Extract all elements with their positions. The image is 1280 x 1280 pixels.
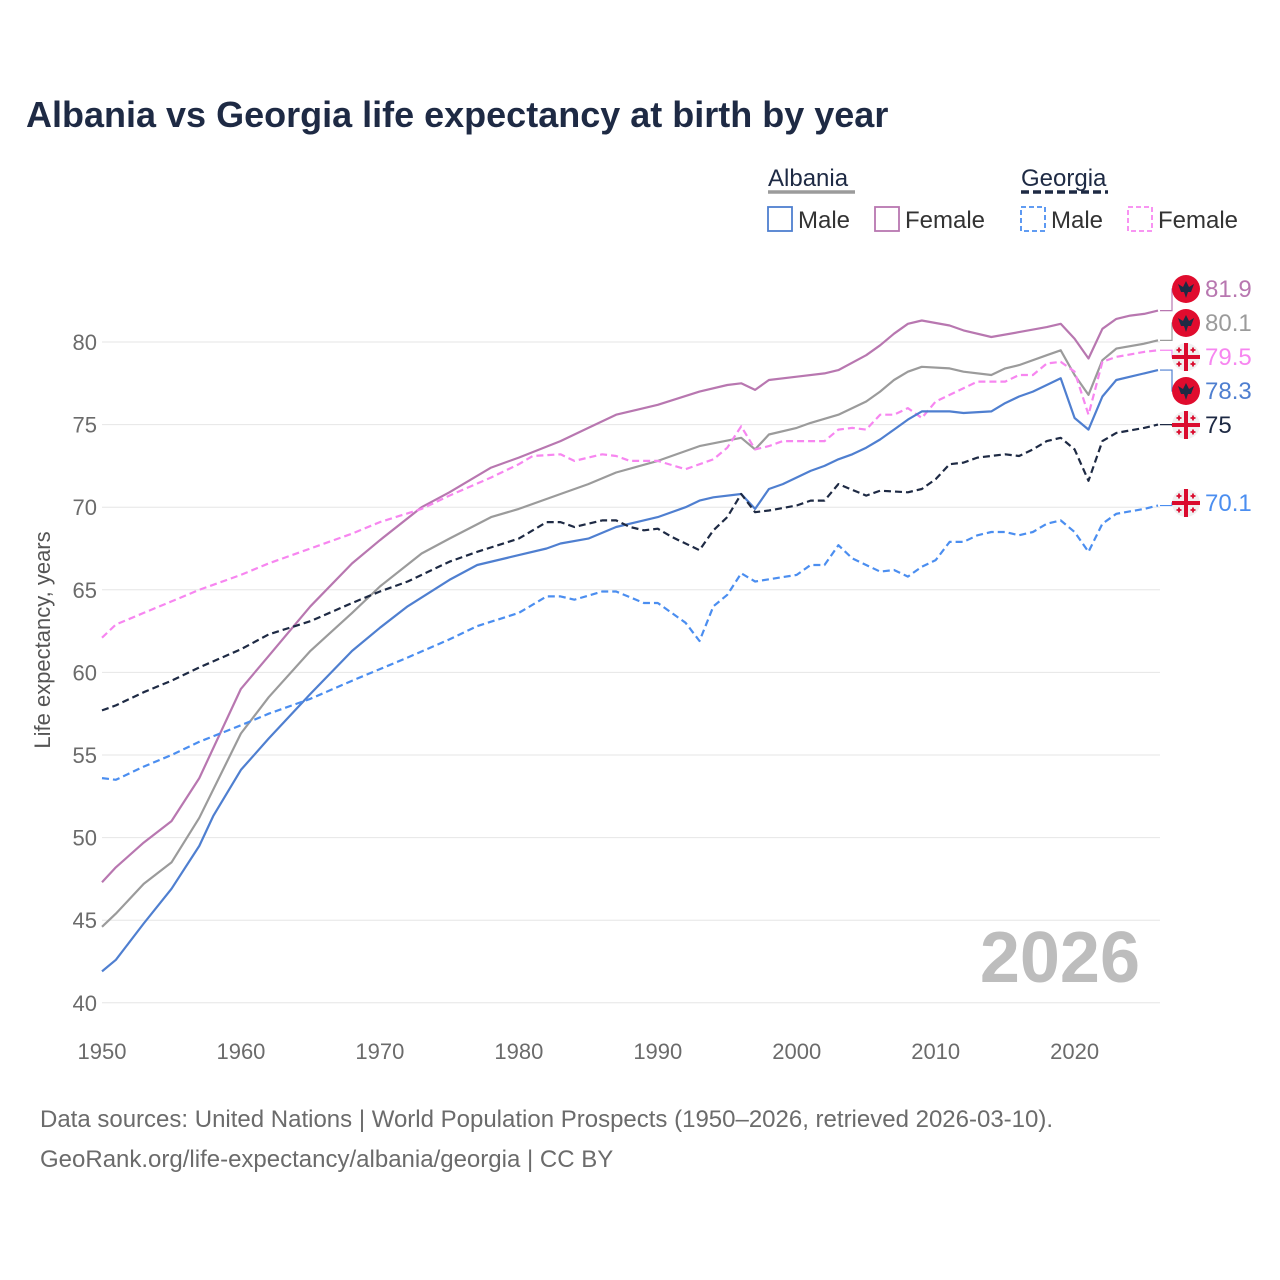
small-cross (1190, 493, 1196, 499)
georgia-flag-icon (1172, 489, 1200, 517)
legend-item-male: Male (1051, 207, 1103, 234)
y-tick-label: 45 (73, 908, 97, 933)
georgia-flag-icon (1172, 343, 1200, 371)
end-value-label: 81.9 (1205, 276, 1252, 303)
cross-horizontal (1172, 355, 1200, 359)
legend-item-male: Male (798, 207, 850, 234)
small-cross (1190, 415, 1196, 421)
eagle-icon (1178, 315, 1194, 332)
series-line-alb_male (101, 369, 1159, 973)
small-cross (1190, 507, 1196, 513)
georgia-flag-icon (1172, 411, 1200, 439)
series-line-geo_female (101, 349, 1159, 639)
end-value-label: 79.5 (1205, 344, 1252, 371)
legend-item-female: Female (1158, 207, 1238, 234)
y-tick-label: 70 (73, 495, 97, 520)
x-tick-label: 2000 (772, 1039, 821, 1064)
legend-group-albania: Albania (768, 165, 849, 192)
cross-horizontal (1172, 423, 1200, 427)
legend-swatch (767, 206, 793, 232)
x-tick-label: 2020 (1050, 1039, 1099, 1064)
y-tick-label: 40 (73, 991, 97, 1016)
small-cross (1176, 361, 1182, 367)
y-tick-label: 65 (73, 578, 97, 603)
series-line-alb_total (101, 339, 1159, 928)
end-value-label: 78.3 (1205, 378, 1252, 405)
legend-swatch (1127, 206, 1153, 232)
x-tick-label: 1980 (494, 1039, 543, 1064)
series-line-geo_male (101, 504, 1159, 781)
chart-title: Albania vs Georgia life expectancy at bi… (26, 94, 889, 135)
x-tick-label: 1960 (216, 1039, 265, 1064)
x-tick-label: 1970 (355, 1039, 404, 1064)
legend-item-female: Female (905, 207, 985, 234)
y-tick-label: 50 (73, 826, 97, 851)
albania-flag-icon (1172, 377, 1200, 405)
eagle-icon (1178, 383, 1194, 400)
eagle-icon (1178, 281, 1194, 298)
y-tick-label: 75 (73, 413, 97, 438)
y-axis-label: Life expectancy, years (30, 531, 55, 748)
legend-swatch (1020, 206, 1046, 232)
x-tick-label: 1950 (78, 1039, 127, 1064)
y-tick-label: 55 (73, 743, 97, 768)
year-watermark: 2026 (980, 918, 1140, 998)
legend-swatch (874, 206, 900, 232)
small-cross (1176, 507, 1182, 513)
series-line-alb_female (101, 309, 1159, 883)
y-tick-label: 60 (73, 660, 97, 685)
y-tick-label: 80 (73, 330, 97, 355)
end-value-label: 75 (1205, 412, 1232, 439)
small-cross (1176, 429, 1182, 435)
footer-link[interactable]: GeoRank.org/life-expectancy/albania/geor… (40, 1146, 614, 1173)
small-cross (1176, 415, 1182, 421)
small-cross (1190, 347, 1196, 353)
small-cross (1176, 493, 1182, 499)
albania-flag-icon (1172, 275, 1200, 303)
series-line-geo_total (101, 423, 1159, 712)
x-tick-label: 2010 (911, 1039, 960, 1064)
footer-sources: Data sources: United Nations | World Pop… (40, 1106, 1054, 1133)
albania-flag-icon (1172, 309, 1200, 337)
small-cross (1190, 429, 1196, 435)
small-cross (1190, 361, 1196, 367)
legend-group-georgia: Georgia (1021, 165, 1107, 192)
end-value-label: 70.1 (1205, 490, 1252, 517)
end-value-label: 80.1 (1205, 310, 1252, 337)
x-tick-label: 1990 (633, 1039, 682, 1064)
small-cross (1176, 347, 1182, 353)
cross-horizontal (1172, 501, 1200, 505)
